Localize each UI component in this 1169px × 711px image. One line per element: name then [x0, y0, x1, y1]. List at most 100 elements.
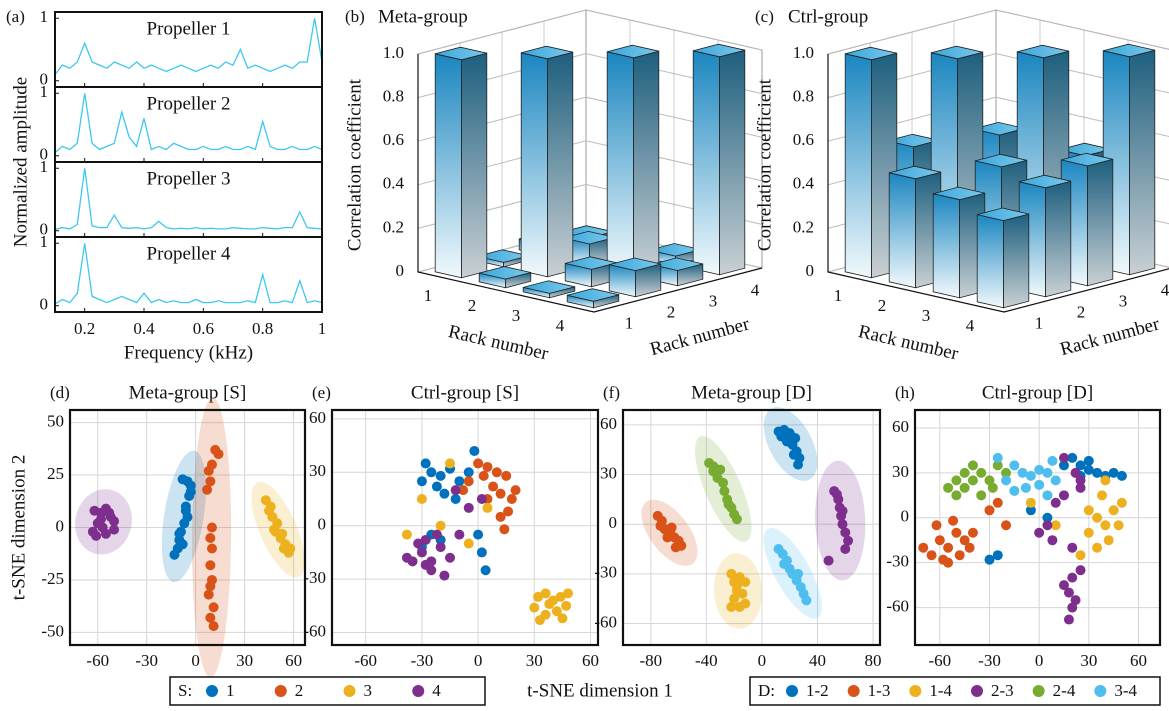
point [1042, 512, 1053, 523]
point [473, 529, 484, 540]
x-tick-label: 0.4 [133, 319, 155, 338]
x-tick-label: 0.8 [252, 319, 273, 338]
legend-title: D: [758, 681, 775, 700]
point [469, 445, 480, 456]
legend-label: 3 [364, 681, 373, 700]
spectrum-line [54, 168, 323, 231]
z-tick-label: 1.0 [793, 43, 814, 62]
point [1063, 587, 1074, 598]
point [987, 482, 998, 493]
point [203, 589, 214, 600]
y-tick-label: 60 [892, 417, 909, 436]
point [205, 581, 216, 592]
point [205, 612, 216, 623]
point [1070, 467, 1081, 478]
point [666, 522, 677, 533]
z-axis-label: Correlation coefficient [344, 78, 365, 251]
legend-marker [274, 685, 287, 697]
y-tick-label: 0 [56, 516, 65, 535]
point [435, 470, 446, 481]
point [206, 543, 217, 554]
x-tick-label: 1 [424, 286, 433, 305]
x-tick-label: 60 [1130, 651, 1147, 670]
point [837, 505, 848, 516]
point [1001, 467, 1012, 478]
x-tick-label: -60 [928, 651, 951, 670]
bar [566, 288, 620, 309]
y-tick-label: 0 [609, 513, 618, 532]
point [1001, 475, 1012, 486]
point [96, 514, 107, 525]
point [1009, 485, 1020, 496]
point [174, 528, 185, 539]
point [1067, 572, 1078, 583]
point [205, 476, 216, 487]
point [420, 559, 431, 570]
x-tick-label: 0.2 [74, 319, 95, 338]
point [1047, 455, 1058, 466]
point [1047, 535, 1058, 546]
bar [608, 257, 662, 298]
bar-face-right [547, 51, 574, 278]
point [1083, 455, 1094, 466]
bar-face-right [633, 50, 660, 277]
bar-top [845, 46, 897, 61]
plot-frame [913, 408, 1162, 647]
point [495, 488, 506, 499]
plot-frame [68, 408, 307, 647]
bar-top [651, 257, 703, 271]
point [992, 550, 1003, 561]
point [992, 497, 1003, 508]
point [831, 489, 842, 500]
point [544, 599, 555, 610]
point [723, 499, 734, 510]
point [708, 466, 719, 477]
point [1067, 452, 1078, 463]
legend-label: 4 [432, 681, 441, 700]
z-tick-label: 0.6 [793, 130, 814, 149]
point [478, 470, 489, 481]
point [563, 588, 574, 599]
point [1063, 614, 1074, 625]
legend-marker [343, 685, 356, 697]
point [1083, 464, 1094, 475]
point [285, 543, 296, 554]
subplot-title: Propeller 1 [147, 18, 231, 39]
legend-marker [1032, 685, 1045, 697]
point [476, 547, 487, 558]
point [948, 515, 959, 526]
point [737, 588, 748, 599]
bar-face-right [1129, 49, 1156, 276]
y-tick-label: -50 [41, 621, 64, 640]
point [1025, 497, 1036, 508]
point [823, 555, 834, 566]
point [208, 621, 219, 632]
panel-label: (f) [603, 383, 620, 402]
point [416, 476, 427, 487]
y-tick-label: 1 [40, 232, 49, 251]
point [482, 461, 493, 472]
point [726, 568, 737, 579]
point [843, 535, 854, 546]
y-tick-label: 3 [709, 291, 718, 310]
legend-title: S: [178, 681, 192, 700]
y-tick-label: 1 [40, 157, 49, 176]
point [976, 490, 987, 501]
point [435, 520, 446, 531]
point [1050, 520, 1061, 531]
point [934, 535, 945, 546]
bar-top [889, 165, 941, 180]
z-tick-label: 0 [806, 261, 815, 280]
x-tick-label: 2 [878, 296, 887, 315]
point [676, 540, 687, 551]
bar-face-right [461, 52, 488, 279]
panel-label: (b) [345, 7, 365, 26]
bar-face-left [520, 52, 548, 278]
bar-top [479, 266, 531, 280]
point [1058, 460, 1069, 471]
bar-top [521, 45, 573, 60]
y-tick-label: 0 [901, 507, 910, 526]
legend-label: 1-4 [929, 681, 952, 700]
bar-top [1019, 174, 1071, 189]
point [463, 476, 474, 487]
